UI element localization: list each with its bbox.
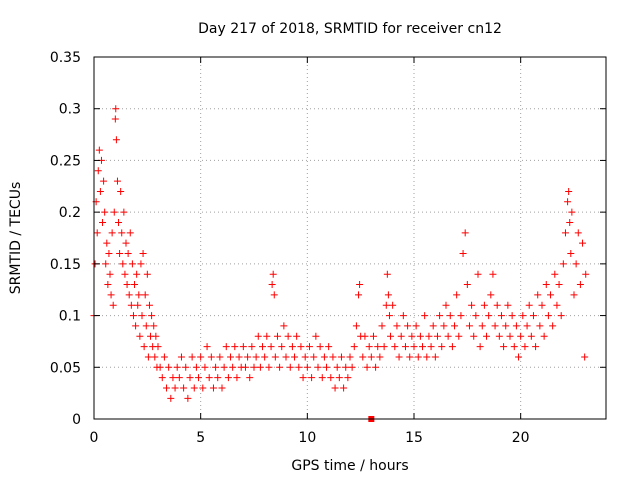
x-tick-label: 0 <box>90 430 99 446</box>
y-tick-label: 0.3 <box>59 102 81 118</box>
y-tick-label: 0.15 <box>50 257 81 273</box>
x-tick-label: 15 <box>405 430 423 446</box>
y-tick-label: 0.2 <box>59 205 81 221</box>
y-tick-label: 0.1 <box>59 309 81 325</box>
y-tick-label: 0.25 <box>50 153 81 169</box>
chart-background <box>0 0 640 480</box>
y-tick-label: 0 <box>72 412 81 428</box>
x-axis-label: GPS time / hours <box>291 458 408 474</box>
y-tick-label: 0.35 <box>50 50 81 66</box>
chart-title: Day 217 of 2018, SRMTID for receiver cn1… <box>198 21 502 37</box>
y-tick-label: 0.05 <box>50 360 81 376</box>
x-tick-label: 10 <box>298 430 316 446</box>
x-tick-label: 20 <box>512 430 530 446</box>
y-axis-label: SRMTID / TECUs <box>8 182 24 295</box>
x-tick-label: 5 <box>196 430 205 446</box>
srmtid-scatter-chart: Day 217 of 2018, SRMTID for receiver cn1… <box>0 0 640 480</box>
